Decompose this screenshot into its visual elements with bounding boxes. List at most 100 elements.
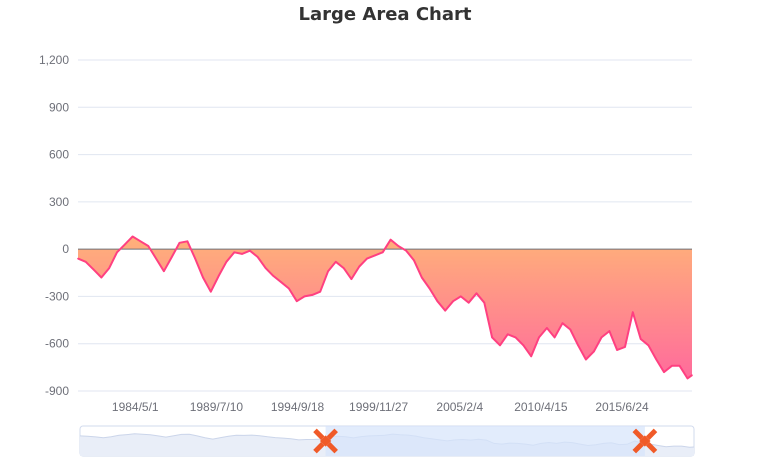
data-point: [538, 336, 540, 339]
data-point: [483, 301, 486, 304]
data-point: [335, 261, 337, 263]
data-point: [381, 251, 384, 254]
chart-title: Large Area Chart: [299, 4, 472, 25]
x-tick-label: 2010/4/15: [514, 400, 568, 414]
data-point: [663, 371, 665, 373]
data-point: [311, 294, 314, 296]
data-point: [210, 290, 212, 293]
data-point: [147, 245, 150, 247]
area-fill: [78, 236, 692, 379]
data-point: [374, 254, 376, 257]
data-point: [577, 344, 579, 347]
data-point: [366, 257, 368, 260]
data-point: [506, 333, 509, 336]
data-point: [233, 251, 236, 254]
data-point: [444, 309, 447, 312]
data-point: [272, 275, 275, 277]
data-point: [116, 251, 118, 254]
data-point: [585, 358, 587, 361]
series-layer: [77, 235, 693, 380]
data-point: [171, 256, 173, 258]
x-axis: 1984/5/1 1989/7/10 1994/9/18 1999/11/27 2005…: [112, 400, 649, 414]
data-point: [327, 270, 329, 273]
data-point: [342, 267, 345, 269]
data-point: [225, 261, 228, 263]
data-point: [647, 344, 650, 347]
data-point: [467, 301, 470, 304]
zoom-handle-arm: [632, 428, 644, 440]
data-point: [77, 257, 79, 260]
data-point: [194, 257, 196, 260]
data-point: [100, 276, 103, 279]
data-point: [632, 311, 634, 314]
x-tick-label: 2005/2/4: [436, 400, 483, 414]
data-point: [124, 243, 126, 246]
data-point: [202, 276, 204, 279]
data-zoom-slider[interactable]: [79, 425, 695, 457]
data-point: [553, 336, 556, 339]
zoom-handle-arm: [645, 428, 658, 440]
data-point: [639, 338, 642, 340]
data-point: [530, 355, 532, 358]
data-point: [280, 281, 283, 284]
zoom-handle-arm: [313, 428, 325, 440]
zoom-handle-left[interactable]: [313, 428, 338, 454]
data-point: [546, 327, 548, 329]
zoom-handle-arm: [313, 442, 325, 454]
x-tick-label: 1989/7/10: [190, 400, 244, 414]
data-point: [624, 346, 626, 348]
y-axis: 1,200 900 600 300 0 -300 -600 -900: [39, 53, 69, 398]
data-point: [350, 278, 353, 280]
data-point: [475, 292, 478, 295]
zoom-handle-arm: [632, 442, 644, 454]
data-point: [296, 300, 298, 303]
data-point: [303, 295, 306, 298]
area-line: [77, 235, 693, 380]
data-point: [131, 235, 134, 238]
data-point: [593, 350, 595, 353]
data-point: [686, 377, 689, 380]
grid-layer: [78, 59, 692, 392]
data-point: [358, 265, 361, 268]
data-point: [249, 249, 251, 252]
data-point: [522, 344, 525, 347]
data-point: [84, 261, 87, 263]
data-point: [421, 276, 423, 279]
data-point: [397, 245, 400, 247]
y-tick-label: -300: [45, 289, 69, 303]
data-point: [139, 240, 142, 243]
data-point: [428, 287, 431, 290]
data-point: [561, 322, 564, 325]
data-point: [217, 275, 220, 277]
y-tick-label: 0: [62, 242, 69, 256]
data-point: [436, 300, 439, 303]
data-point: [405, 249, 408, 252]
data-point: [655, 358, 658, 361]
data-point: [600, 336, 603, 339]
data-point: [108, 267, 110, 269]
data-point: [241, 253, 243, 255]
y-tick-label: 900: [49, 100, 69, 114]
y-tick-label: 600: [49, 148, 69, 162]
data-point: [491, 336, 493, 339]
data-point: [413, 259, 415, 262]
x-tick-label: 1994/9/18: [271, 400, 325, 414]
zoom-handle-arm: [326, 428, 338, 440]
zoom-handle-right[interactable]: [632, 428, 658, 454]
data-point: [92, 268, 95, 271]
x-tick-label: 1999/11/27: [349, 400, 408, 414]
data-point: [256, 256, 259, 258]
y-tick-label: 1,200: [39, 53, 69, 67]
data-point: [288, 287, 290, 290]
data-point: [514, 336, 517, 339]
x-tick-label: 2015/6/24: [595, 400, 649, 414]
zoom-selected-range[interactable]: [325, 426, 645, 456]
data-point: [691, 374, 693, 377]
data-point: [178, 242, 181, 244]
data-point: [678, 365, 681, 367]
data-point: [319, 290, 322, 293]
data-point: [499, 344, 501, 347]
data-point: [389, 238, 392, 241]
